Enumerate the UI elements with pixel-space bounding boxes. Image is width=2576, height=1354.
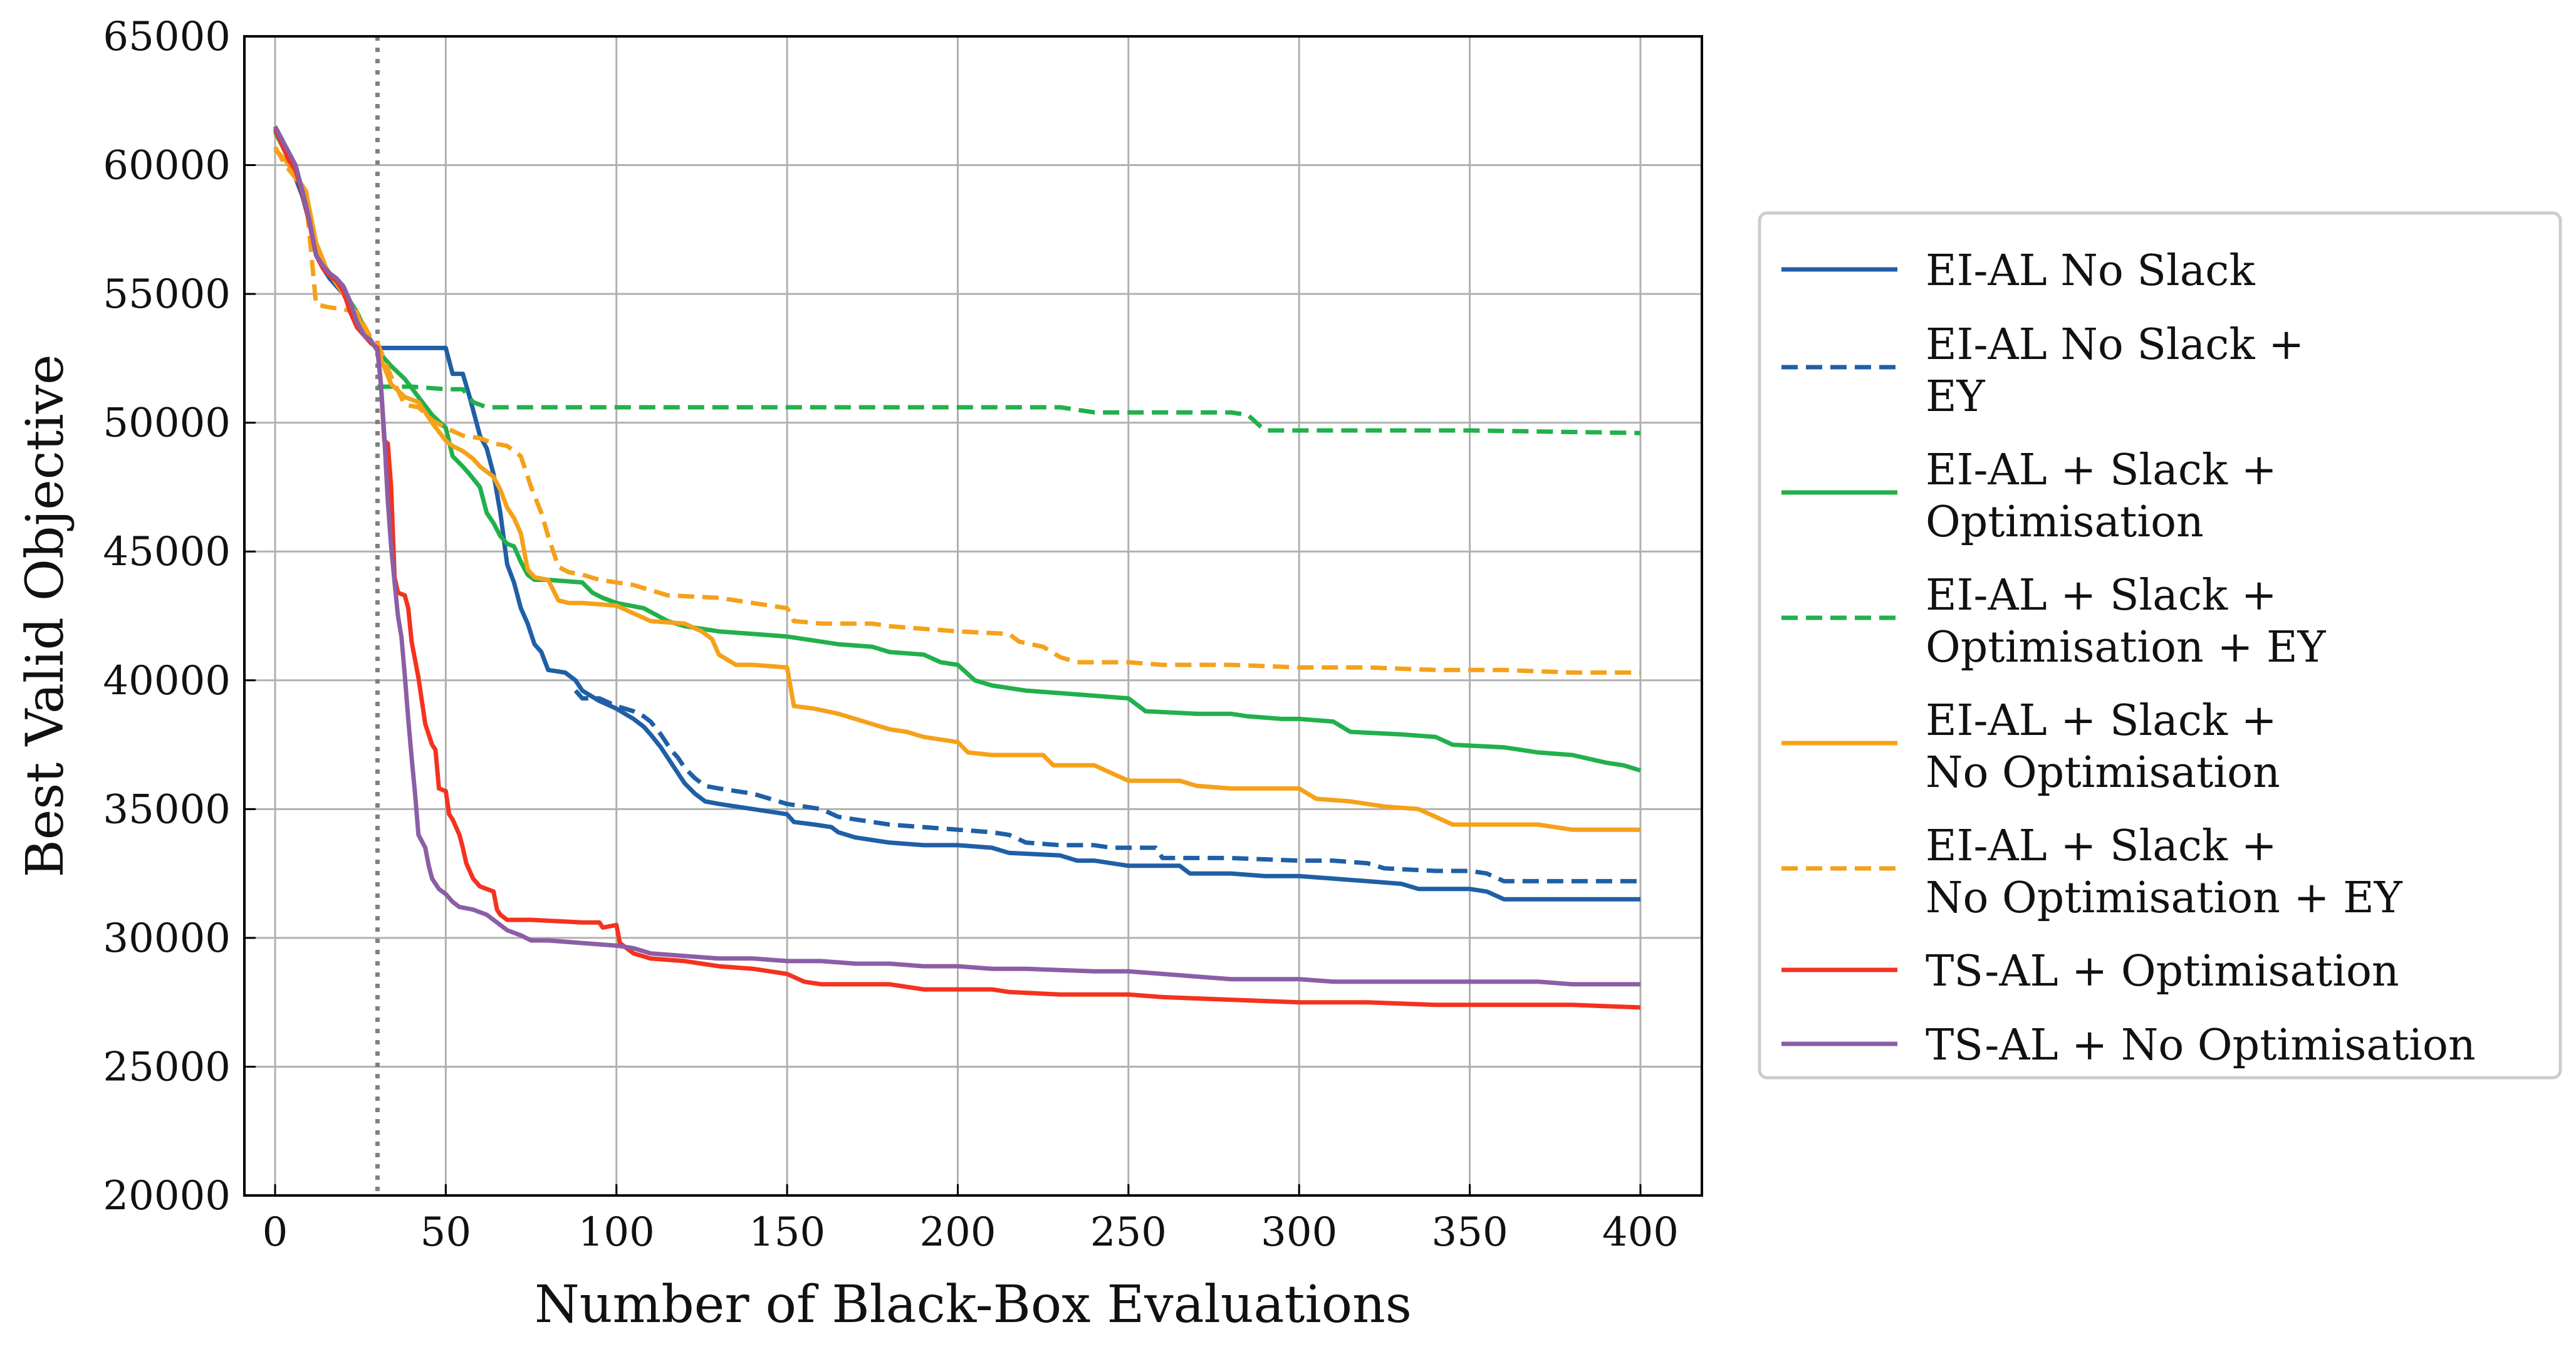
legend-label-4: EI-AL + Slack + (1926, 571, 2277, 620)
plot-frame (243, 35, 1703, 1197)
x-tick-label: 400 (1602, 1209, 1679, 1256)
x-axis-label: Number of Black-Box Evaluations (534, 1275, 1412, 1335)
legend-label-6: No Optimisation + EY (1926, 873, 2403, 923)
y-tick-label: 20000 (103, 1173, 231, 1219)
y-tick-label: 50000 (103, 400, 231, 447)
legend-label-1: EI-AL No Slack (1926, 246, 2255, 296)
y-axis-label: Best Valid Objective (16, 354, 75, 877)
x-tick-label: 200 (919, 1209, 996, 1256)
x-tick-label: 350 (1432, 1209, 1508, 1256)
legend-label-8: TS-AL + No Optimisation (1926, 1021, 2476, 1070)
legend-label-4: Optimisation + EY (1926, 623, 2327, 672)
y-tick-label: 55000 (103, 271, 231, 318)
grid-lines (244, 35, 1702, 1197)
series-line-8 (273, 125, 1640, 987)
y-tick-label: 45000 (103, 529, 231, 575)
legend-label-6: EI-AL + Slack + (1926, 821, 2277, 871)
series-lines (273, 125, 1641, 1010)
legend-label-5: EI-AL + Slack + (1926, 696, 2277, 746)
y-tick-label: 25000 (103, 1044, 231, 1090)
y-tick-label: 40000 (103, 658, 231, 704)
x-tick-label: 250 (1090, 1209, 1167, 1256)
axis-ticks: 0 50 100 150 200 250 300 350 400 20000 25000 30000 3… (103, 14, 1679, 1256)
x-tick-label: 100 (578, 1209, 655, 1256)
x-tick-label: 150 (749, 1209, 825, 1256)
series-line-4 (377, 384, 1640, 435)
legend-label-7: TS-AL + Optimisation (1926, 947, 2399, 996)
x-tick-label: 50 (420, 1209, 471, 1256)
series-line-2 (573, 689, 1640, 883)
y-tick-label: 35000 (103, 786, 231, 833)
legend: EI-AL No Slack EI-AL No Slack +EY EI-AL + … (1758, 211, 2562, 1080)
legend-frame (1758, 211, 2562, 1080)
legend-label-3: Optimisation (1926, 497, 2204, 547)
legend-label-2: EI-AL No Slack + (1926, 320, 2304, 370)
series-line-6 (273, 146, 1640, 675)
legend-label-3: EI-AL + Slack + (1926, 445, 2277, 495)
y-tick-label: 65000 (103, 14, 231, 60)
legend-label-2: EY (1926, 372, 1986, 422)
legend-label-5: No Optimisation (1926, 748, 2280, 798)
y-tick-label: 60000 (103, 143, 231, 189)
x-tick-label: 300 (1261, 1209, 1337, 1256)
y-tick-label: 30000 (103, 915, 231, 962)
x-tick-label: 0 (263, 1209, 288, 1256)
